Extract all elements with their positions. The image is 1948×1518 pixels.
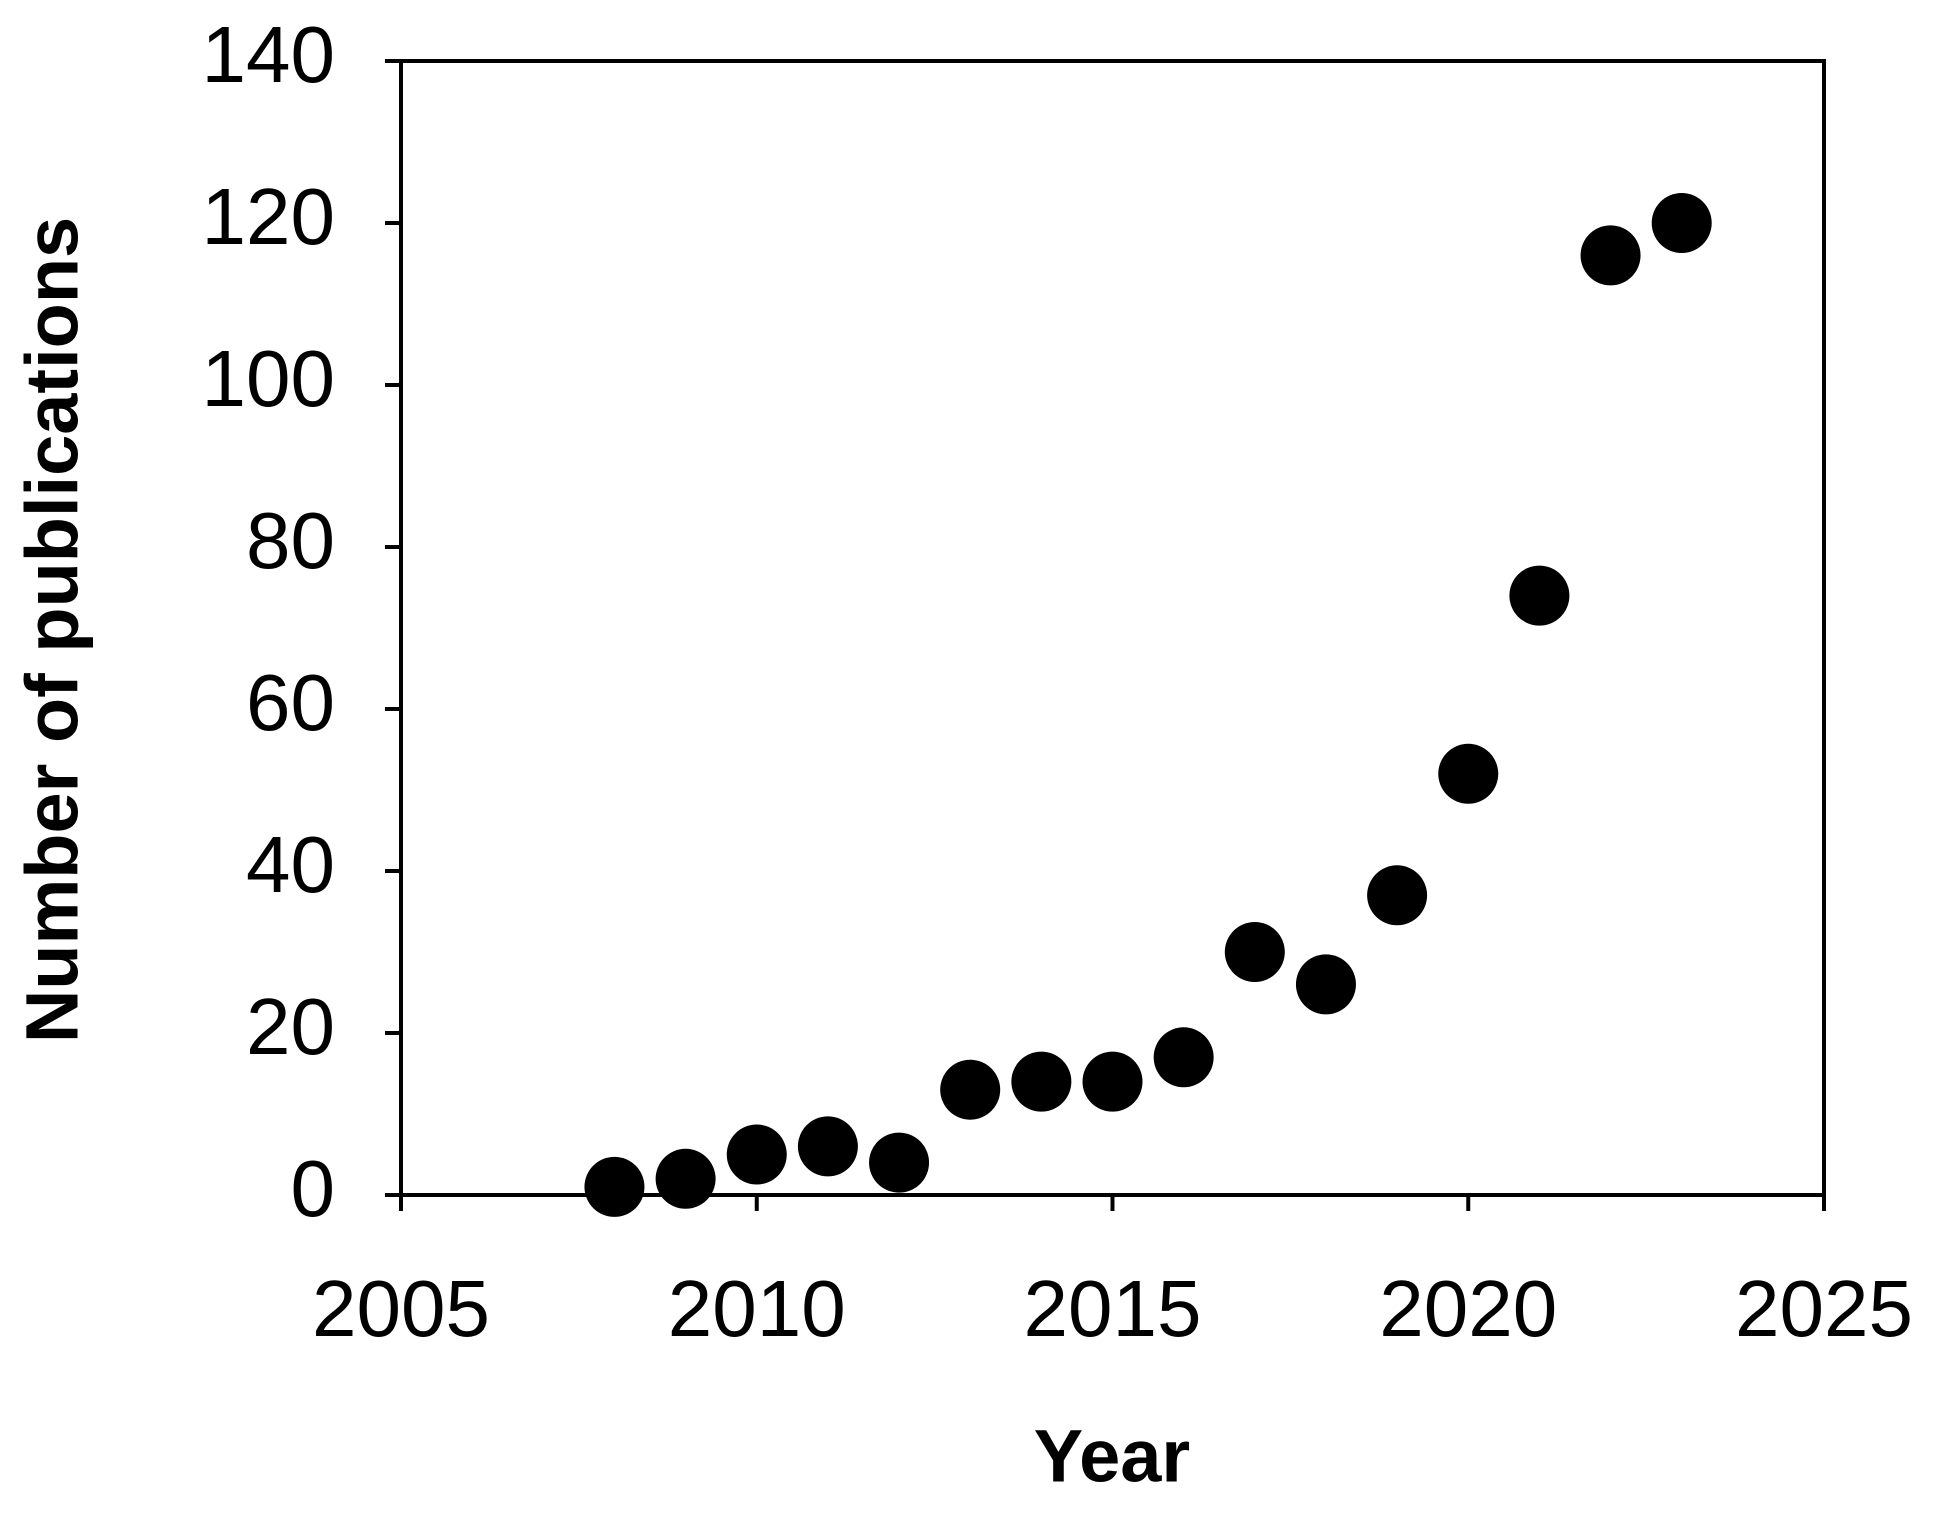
point [797, 1116, 858, 1177]
x-tick-label: 2015 [1024, 1264, 1202, 1353]
y-tick-label: 140 [202, 10, 335, 99]
point [1651, 193, 1712, 253]
y-tick-label: 0 [291, 1144, 336, 1233]
point [1295, 954, 1356, 1015]
point [1509, 565, 1570, 626]
y-tick-label: 40 [246, 820, 335, 909]
point [726, 1124, 787, 1185]
y-tick-label: 80 [246, 496, 335, 585]
y-axis-title: Number of publications [11, 217, 94, 1043]
point [1367, 865, 1428, 926]
point [655, 1148, 716, 1209]
point [1082, 1051, 1143, 1112]
point [1224, 922, 1285, 982]
point [1438, 743, 1499, 804]
y-tick-label: 100 [202, 334, 335, 423]
point [1580, 225, 1641, 286]
point [940, 1059, 1001, 1120]
x-tick-label: 2005 [312, 1264, 490, 1353]
point [1153, 1027, 1214, 1088]
point [869, 1132, 930, 1193]
point [584, 1156, 645, 1217]
y-tick-label: 60 [246, 658, 335, 747]
x-axis-title: Year [1034, 1415, 1190, 1498]
y-tick-label: 20 [246, 982, 335, 1071]
x-tick-label: 2020 [1379, 1264, 1557, 1353]
y-tick-label: 120 [202, 172, 335, 261]
x-tick-label: 2025 [1735, 1264, 1913, 1353]
x-tick-label: 2010 [668, 1264, 846, 1353]
point [1011, 1051, 1072, 1112]
